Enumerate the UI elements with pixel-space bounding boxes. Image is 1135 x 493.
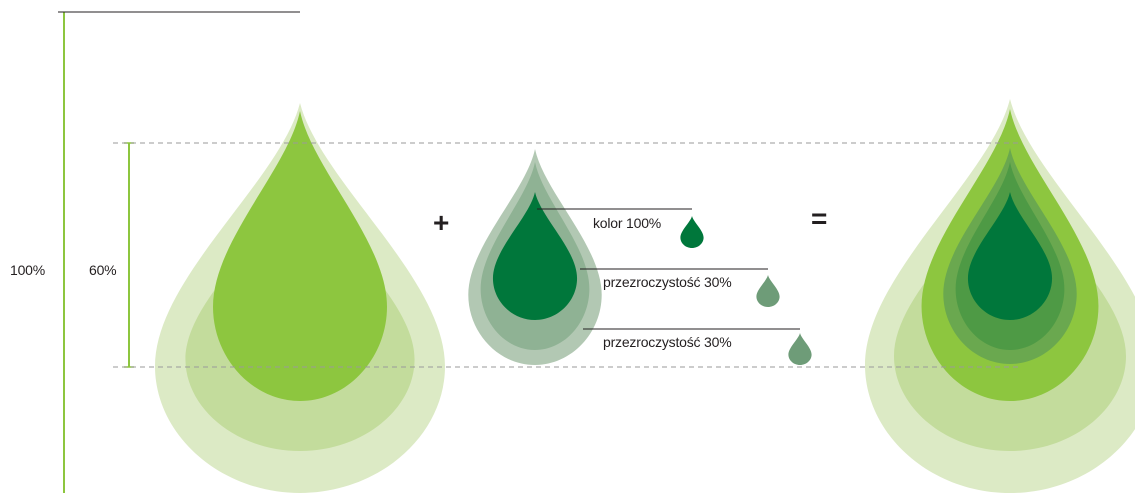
legend-swatch-drop-muted-1 <box>756 275 780 307</box>
scale-label-60: 60% <box>89 262 117 278</box>
scale-label-100: 100% <box>10 262 46 278</box>
legend-label-transparency-30-a: przezroczystość 30% <box>603 274 732 290</box>
legend-swatch-drop-dark <box>680 216 704 248</box>
result-drop <box>865 99 1135 493</box>
equals-operator: = <box>811 203 828 234</box>
legend-label-color-100: kolor 100% <box>593 215 662 231</box>
legend-label-transparency-30-b: przezroczystość 30% <box>603 334 732 350</box>
base-drop <box>155 102 445 493</box>
translucent-drop <box>468 149 602 365</box>
plus-operator: + <box>433 207 450 238</box>
legend-swatch-drop-muted-2 <box>788 333 812 365</box>
